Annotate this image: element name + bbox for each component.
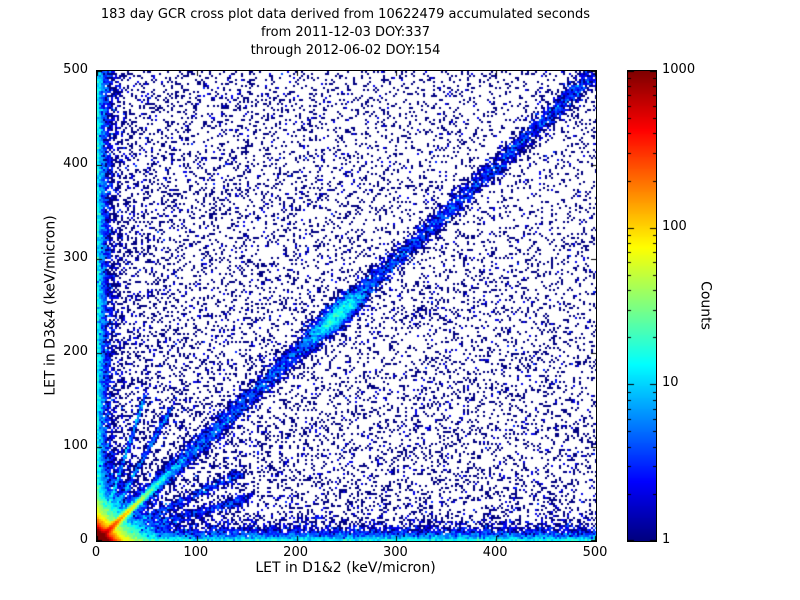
y-tick-label: 0 xyxy=(79,532,88,547)
colorbar-tick-label: 10 xyxy=(662,375,679,391)
y-tick-label: 400 xyxy=(63,156,88,171)
colorbar-tick-label: 1000 xyxy=(662,62,696,77)
colorbar-label: Counts xyxy=(697,281,714,330)
plot-area xyxy=(96,70,597,542)
colorbar-tick-label: 1 xyxy=(662,532,671,547)
colorbar-gradient-canvas xyxy=(628,71,656,541)
x-tick-label: 300 xyxy=(382,545,408,560)
y-tick-label: 100 xyxy=(63,438,88,453)
x-tick-label: 0 xyxy=(91,545,101,560)
y-tick-label: 200 xyxy=(63,344,88,359)
title-line-3: through 2012-06-02 DOY:154 xyxy=(250,43,441,58)
colorbar xyxy=(627,70,657,542)
x-tick-label: 500 xyxy=(582,545,608,560)
plot-title: 183 day GCR cross plot data derived from… xyxy=(96,6,595,60)
y-axis-label: LET in D3&4 (keV/micron) xyxy=(42,215,59,396)
scatter-heatmap-canvas xyxy=(97,71,596,541)
title-line-1: 183 day GCR cross plot data derived from… xyxy=(100,7,591,22)
y-tick-label: 500 xyxy=(63,62,88,77)
y-tick-label: 300 xyxy=(63,250,88,265)
colorbar-tick-label: 100 xyxy=(662,218,687,234)
x-axis-label: LET in D1&2 (keV/micron) xyxy=(255,560,436,576)
x-tick-label: 400 xyxy=(482,545,508,560)
title-line-2: from 2011-12-03 DOY:337 xyxy=(260,25,430,40)
x-tick-label: 100 xyxy=(183,545,209,560)
x-tick-label: 200 xyxy=(283,545,308,560)
